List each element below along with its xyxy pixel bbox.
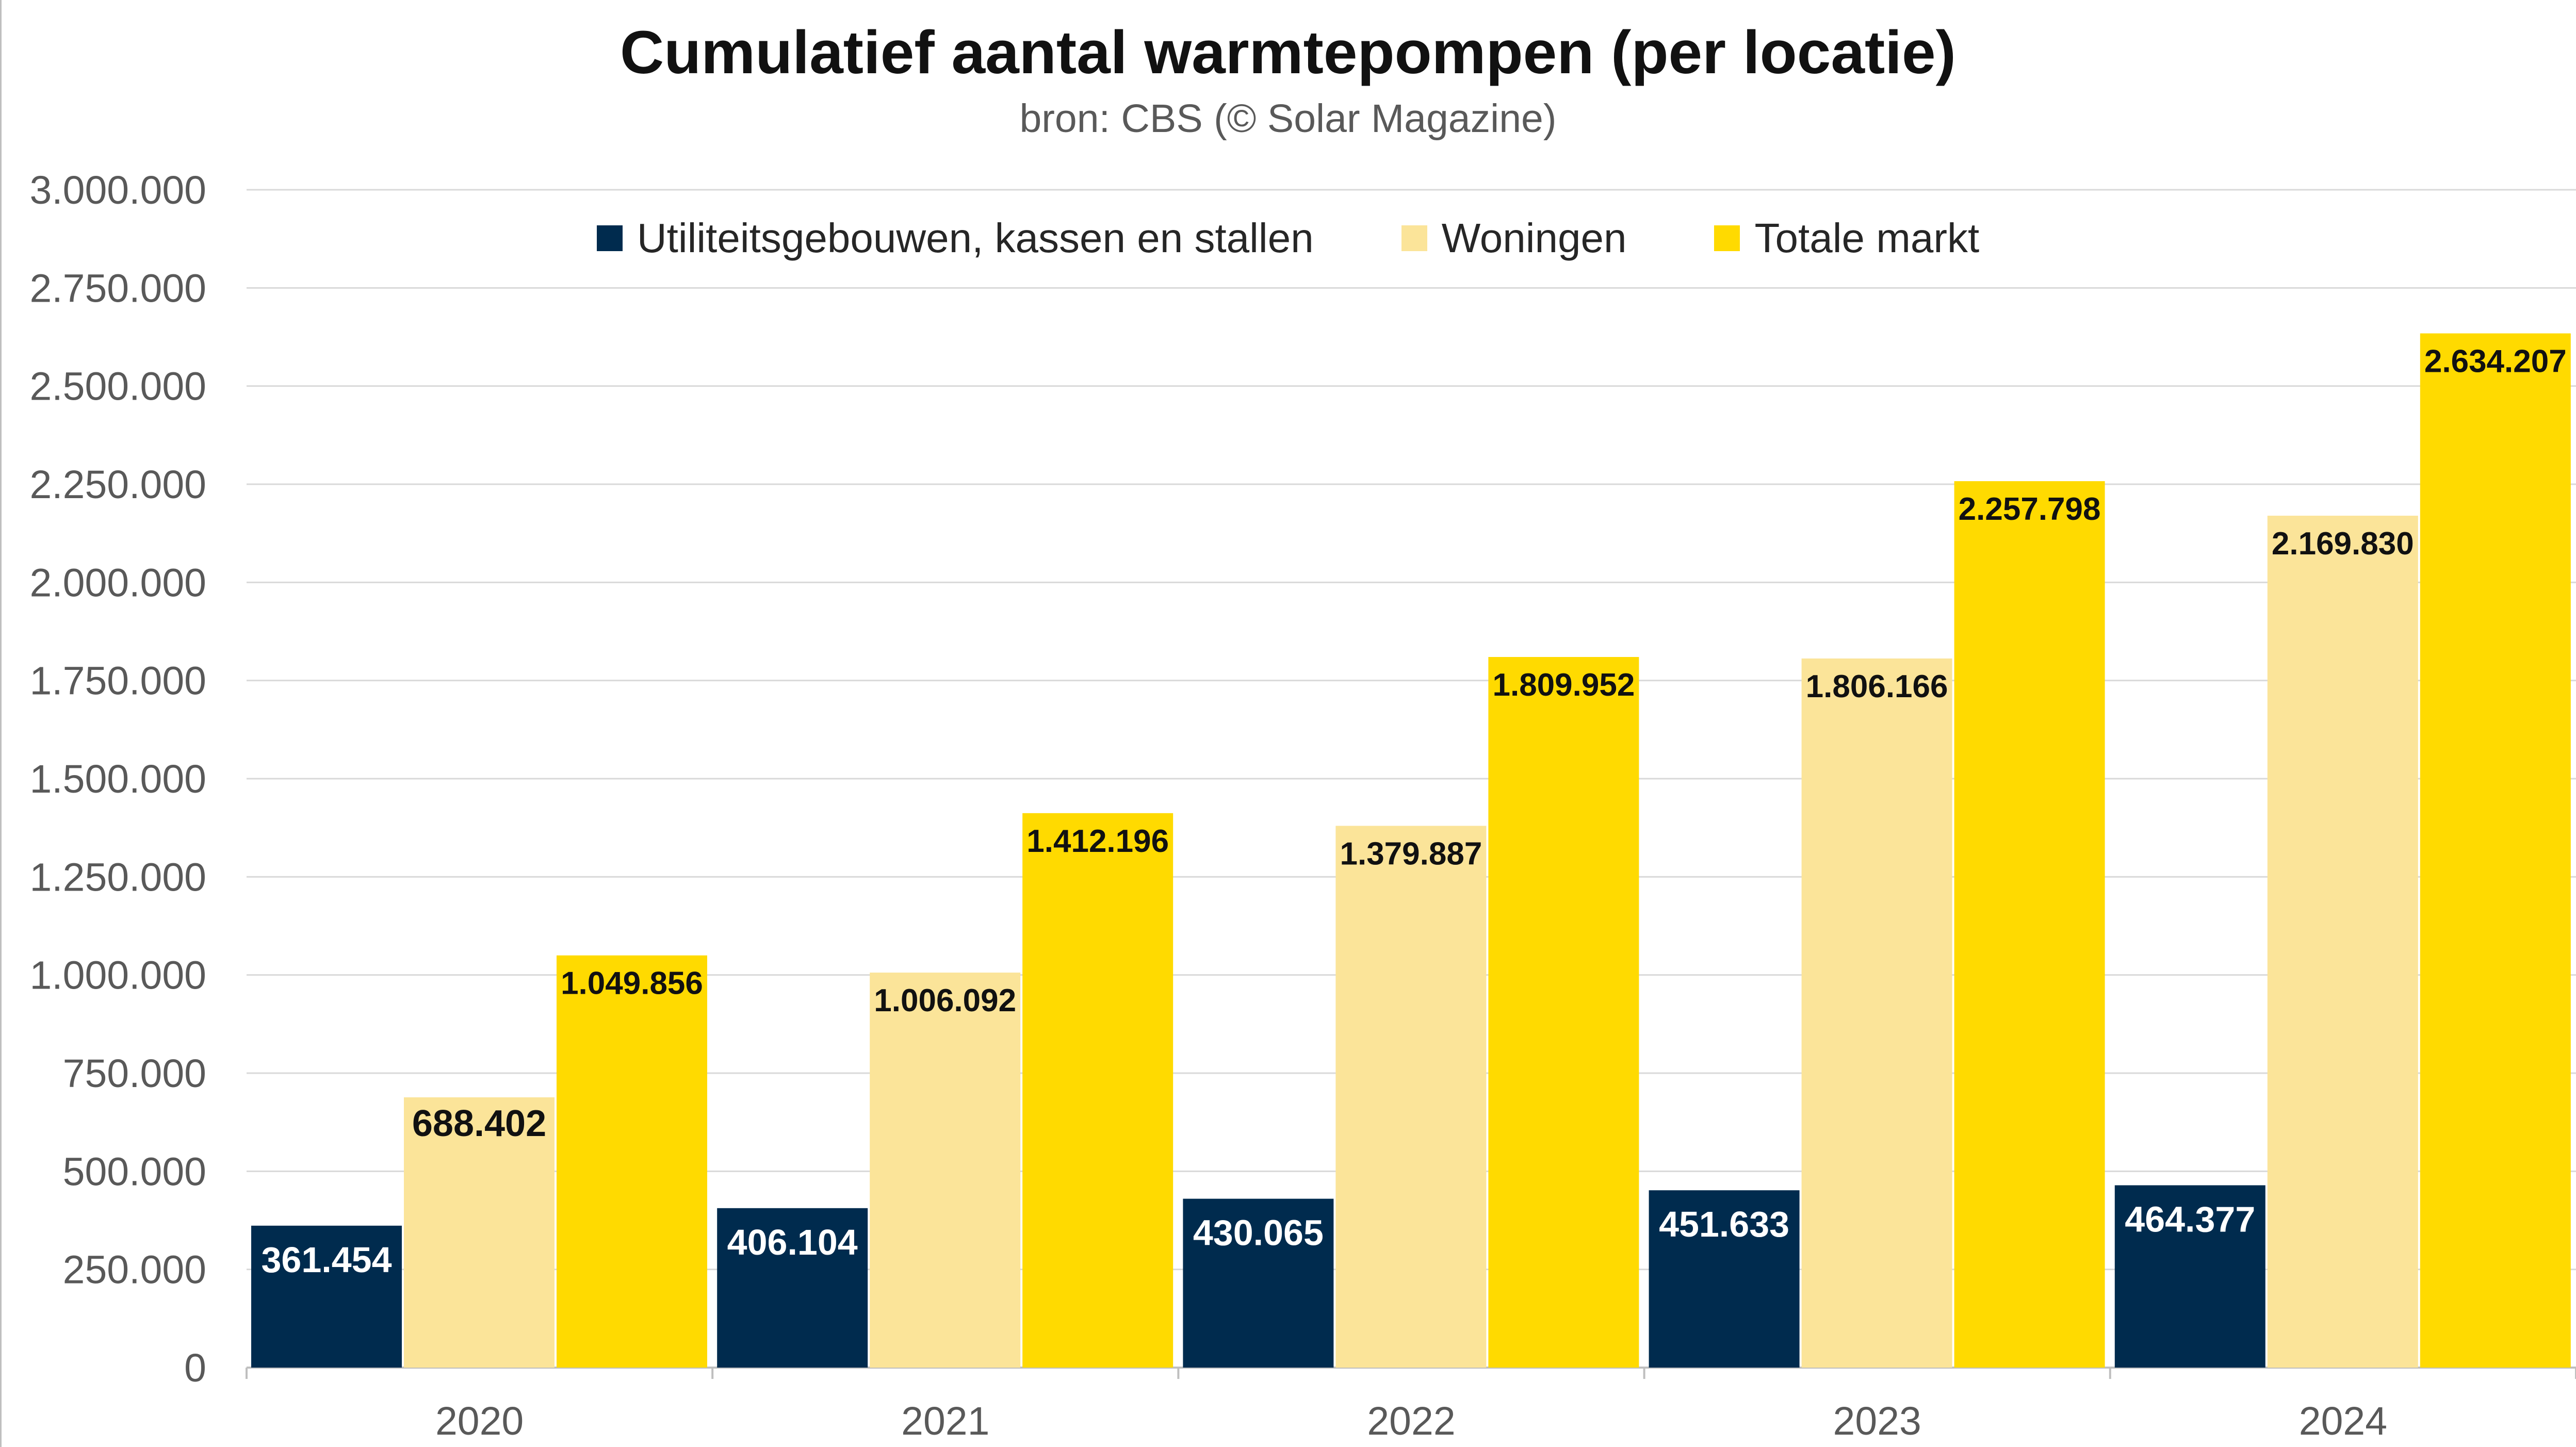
legend-swatch-utiliteit [596,225,623,251]
data-label: 430.065 [1193,1213,1324,1253]
legend-item-utiliteit: Utiliteitsgebouwen, kassen en stallen [596,215,1314,262]
data-label: 406.104 [727,1222,858,1262]
bar [870,973,1021,1368]
legend-label-totale-markt: Totale markt [1754,215,1980,261]
x-tick-label: 2022 [1367,1399,1455,1443]
chart-title: Cumulatief aantal warmtepompen (per loca… [620,19,1956,87]
chart-subtitle: bron: CBS (© Solar Magazine) [1019,96,1557,141]
bar [1649,1190,1800,1368]
data-label: 464.377 [2125,1199,2255,1239]
data-label: 451.633 [1659,1204,1789,1244]
legend-label-woningen: Woningen [1441,215,1627,261]
legend-item-totale-markt: Totale markt [1714,215,1979,262]
bar [1801,658,1952,1368]
y-tick-label: 750.000 [63,1051,206,1096]
y-tick-label: 2.750.000 [29,266,206,310]
x-tick-label: 2021 [901,1399,989,1443]
y-tick-label: 1.250.000 [29,855,206,899]
legend-swatch-woningen [1401,225,1427,251]
data-label: 1.806.166 [1806,669,1948,704]
y-tick-label: 3.000.000 [29,168,206,212]
chart-legend: Utiliteitsgebouwen, kassen en stallen Wo… [0,215,2576,262]
bar [1488,657,1639,1368]
bar [1335,826,1487,1368]
bar [251,1225,402,1368]
y-tick-label: 2.500.000 [29,365,206,409]
y-tick-label: 0 [184,1346,206,1390]
y-tick-label: 1.500.000 [29,757,206,801]
x-tick-label: 2024 [2299,1399,2387,1443]
bar [1954,481,2105,1368]
bar [717,1208,868,1368]
y-tick-label: 1.000.000 [29,953,206,998]
data-label: 688.402 [412,1103,546,1144]
y-tick-label: 250.000 [63,1248,206,1292]
bar [404,1097,555,1368]
legend-swatch-totale-markt [1714,225,1740,251]
bar [2420,333,2571,1368]
bar [1022,813,1173,1368]
data-label: 1.379.887 [1340,836,1482,872]
data-label: 2.169.830 [2272,526,2414,562]
data-label: 2.634.207 [2424,343,2567,379]
data-label: 1.412.196 [1026,824,1169,859]
bar [557,955,707,1368]
data-label: 1.049.856 [561,966,703,1001]
bar [2114,1185,2265,1368]
bar [2267,516,2418,1368]
data-label: 2.257.798 [1959,491,2101,527]
y-tick-label: 500.000 [63,1149,206,1194]
x-tick-label: 2020 [435,1399,524,1443]
bar [1183,1198,1334,1368]
x-tick-label: 2023 [1833,1399,1921,1443]
y-tick-label: 2.000.000 [29,561,206,605]
data-label: 1.006.092 [874,983,1016,1018]
y-tick-label: 2.250.000 [29,463,206,507]
data-label: 361.454 [261,1240,392,1280]
y-tick-label: 1.750.000 [29,659,206,703]
data-label: 1.809.952 [1492,667,1635,703]
legend-item-woningen: Woningen [1401,215,1627,262]
legend-label-utiliteit: Utiliteitsgebouwen, kassen en stallen [637,215,1314,261]
